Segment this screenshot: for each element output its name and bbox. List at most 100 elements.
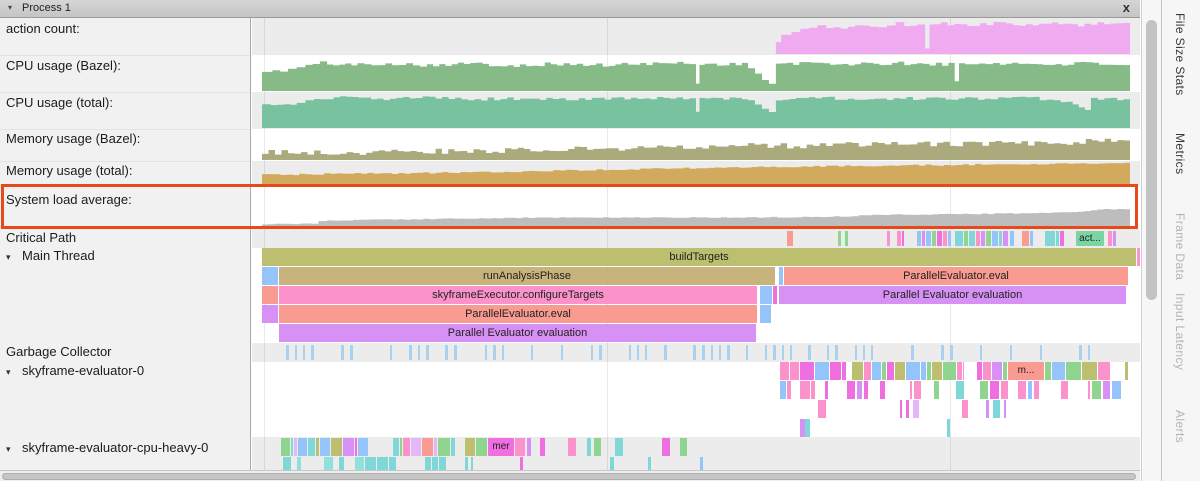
trace-slice[interactable] <box>1044 362 1051 380</box>
tab-alerts[interactable]: Alerts <box>1173 410 1187 444</box>
trace-slice[interactable] <box>587 438 592 456</box>
trace-slice[interactable] <box>719 345 722 360</box>
trace-slice[interactable] <box>786 381 791 399</box>
trace-slice[interactable] <box>887 362 894 380</box>
trace-slice[interactable]: buildTargets <box>262 248 1136 266</box>
trace-slice[interactable] <box>283 457 291 470</box>
trace-slice[interactable] <box>870 345 874 360</box>
trace-slice[interactable] <box>941 345 944 360</box>
trace-slice[interactable] <box>962 400 969 418</box>
collapse-arrow-icon[interactable]: ▾ <box>8 3 13 12</box>
trace-slice[interactable] <box>871 362 882 380</box>
trace-slice[interactable] <box>471 457 473 470</box>
trace-slice[interactable] <box>1103 381 1111 399</box>
trace-slice[interactable] <box>949 345 953 360</box>
trace-slice[interactable] <box>773 286 777 304</box>
trace-slice[interactable] <box>324 457 333 470</box>
vertical-scrollbar[interactable] <box>1141 0 1161 481</box>
trace-slice[interactable] <box>520 457 523 470</box>
trace-slice[interactable] <box>433 438 438 456</box>
trace-slice[interactable] <box>1003 231 1008 246</box>
trace-slice[interactable] <box>917 231 921 246</box>
trace-slice[interactable]: runAnalysisPhase <box>279 267 775 285</box>
trace-slice[interactable] <box>1087 381 1091 399</box>
trace-slice[interactable] <box>760 286 772 304</box>
trace-slice[interactable] <box>926 362 931 380</box>
trace-slice[interactable] <box>445 345 449 360</box>
trace-slice[interactable] <box>829 362 841 380</box>
trace-slice[interactable] <box>1092 381 1102 399</box>
trace-slice[interactable] <box>425 457 432 470</box>
trace-slice[interactable] <box>710 345 714 360</box>
trace-slice[interactable] <box>926 231 931 246</box>
trace-slice[interactable] <box>286 345 289 360</box>
trace-slice[interactable] <box>897 231 901 246</box>
trace-slice[interactable] <box>1028 381 1033 399</box>
trace-slice[interactable] <box>979 345 983 360</box>
trace-slice[interactable] <box>262 286 278 304</box>
trace-slice[interactable] <box>808 345 812 360</box>
trace-slice[interactable] <box>956 381 965 399</box>
trace-slice[interactable] <box>764 345 768 360</box>
trace-slice[interactable] <box>403 438 410 456</box>
trace-slice[interactable] <box>662 438 670 456</box>
collapse-arrow-icon[interactable]: ▾ <box>6 252 11 262</box>
trace-slice[interactable] <box>599 345 602 360</box>
trace-slice[interactable] <box>760 305 771 323</box>
collapse-arrow-icon[interactable]: ▾ <box>6 444 11 454</box>
trace-slice[interactable] <box>450 438 455 456</box>
trace-slice[interactable] <box>262 267 278 285</box>
trace-slice[interactable] <box>1137 248 1140 266</box>
trace-slice[interactable] <box>955 231 963 246</box>
trace-slice[interactable] <box>922 231 925 246</box>
trace-slice[interactable] <box>294 345 297 360</box>
trace-slice[interactable] <box>1124 362 1128 380</box>
trace-slice[interactable] <box>409 345 412 360</box>
trace-slice[interactable] <box>701 345 705 360</box>
trace-slice[interactable] <box>1079 345 1083 360</box>
trace-slice[interactable] <box>294 438 297 456</box>
trace-slice[interactable] <box>746 345 749 360</box>
trace-slice[interactable] <box>800 381 811 399</box>
trace-slice[interactable] <box>790 362 799 380</box>
trace-slice[interactable] <box>990 381 999 399</box>
trace-slice[interactable] <box>567 438 576 456</box>
trace-slice[interactable] <box>964 231 968 246</box>
trace-slice[interactable] <box>981 231 985 246</box>
trace-slice[interactable] <box>986 231 991 246</box>
trace-slice[interactable] <box>1088 345 1091 360</box>
trace-slice[interactable] <box>432 457 438 470</box>
trace-slice[interactable] <box>376 457 388 470</box>
trace-slice[interactable] <box>648 457 651 470</box>
trace-slice[interactable] <box>811 381 816 399</box>
counter-chart-cpu-usage-total-[interactable] <box>252 92 1140 129</box>
trace-slice[interactable]: skyframeExecutor.configureTargets <box>279 286 757 304</box>
trace-slice[interactable] <box>281 438 290 456</box>
trace-slice[interactable] <box>1039 345 1042 360</box>
trace-slice[interactable] <box>417 345 421 360</box>
trace-slice[interactable] <box>1056 231 1059 246</box>
trace-slice[interactable] <box>854 345 857 360</box>
horizontal-scrollbar[interactable] <box>0 470 1140 481</box>
trace-slice[interactable] <box>976 231 980 246</box>
trace-slice[interactable] <box>931 362 942 380</box>
trace-slice[interactable] <box>560 345 564 360</box>
trace-slice[interactable] <box>991 362 1002 380</box>
trace-slice[interactable] <box>880 381 885 399</box>
trace-slice[interactable] <box>465 438 475 456</box>
trace-slice[interactable] <box>1010 345 1013 360</box>
trace-slice[interactable] <box>390 345 393 360</box>
trace-slice[interactable] <box>947 419 950 437</box>
trace-slice[interactable]: ParallelEvaluator.eval <box>279 305 757 323</box>
trace-slice[interactable] <box>800 419 805 437</box>
trace-slice[interactable] <box>841 362 846 380</box>
trace-slice[interactable] <box>983 362 991 380</box>
trace-slice[interactable] <box>355 457 364 470</box>
trace-slice[interactable] <box>358 438 368 456</box>
collapse-arrow-icon[interactable]: ▾ <box>6 367 11 377</box>
trace-slice[interactable] <box>805 419 810 437</box>
trace-slice[interactable] <box>364 457 376 470</box>
trace-slice[interactable] <box>342 438 355 456</box>
trace-slice[interactable] <box>845 231 848 246</box>
trace-slice[interactable] <box>773 345 776 360</box>
